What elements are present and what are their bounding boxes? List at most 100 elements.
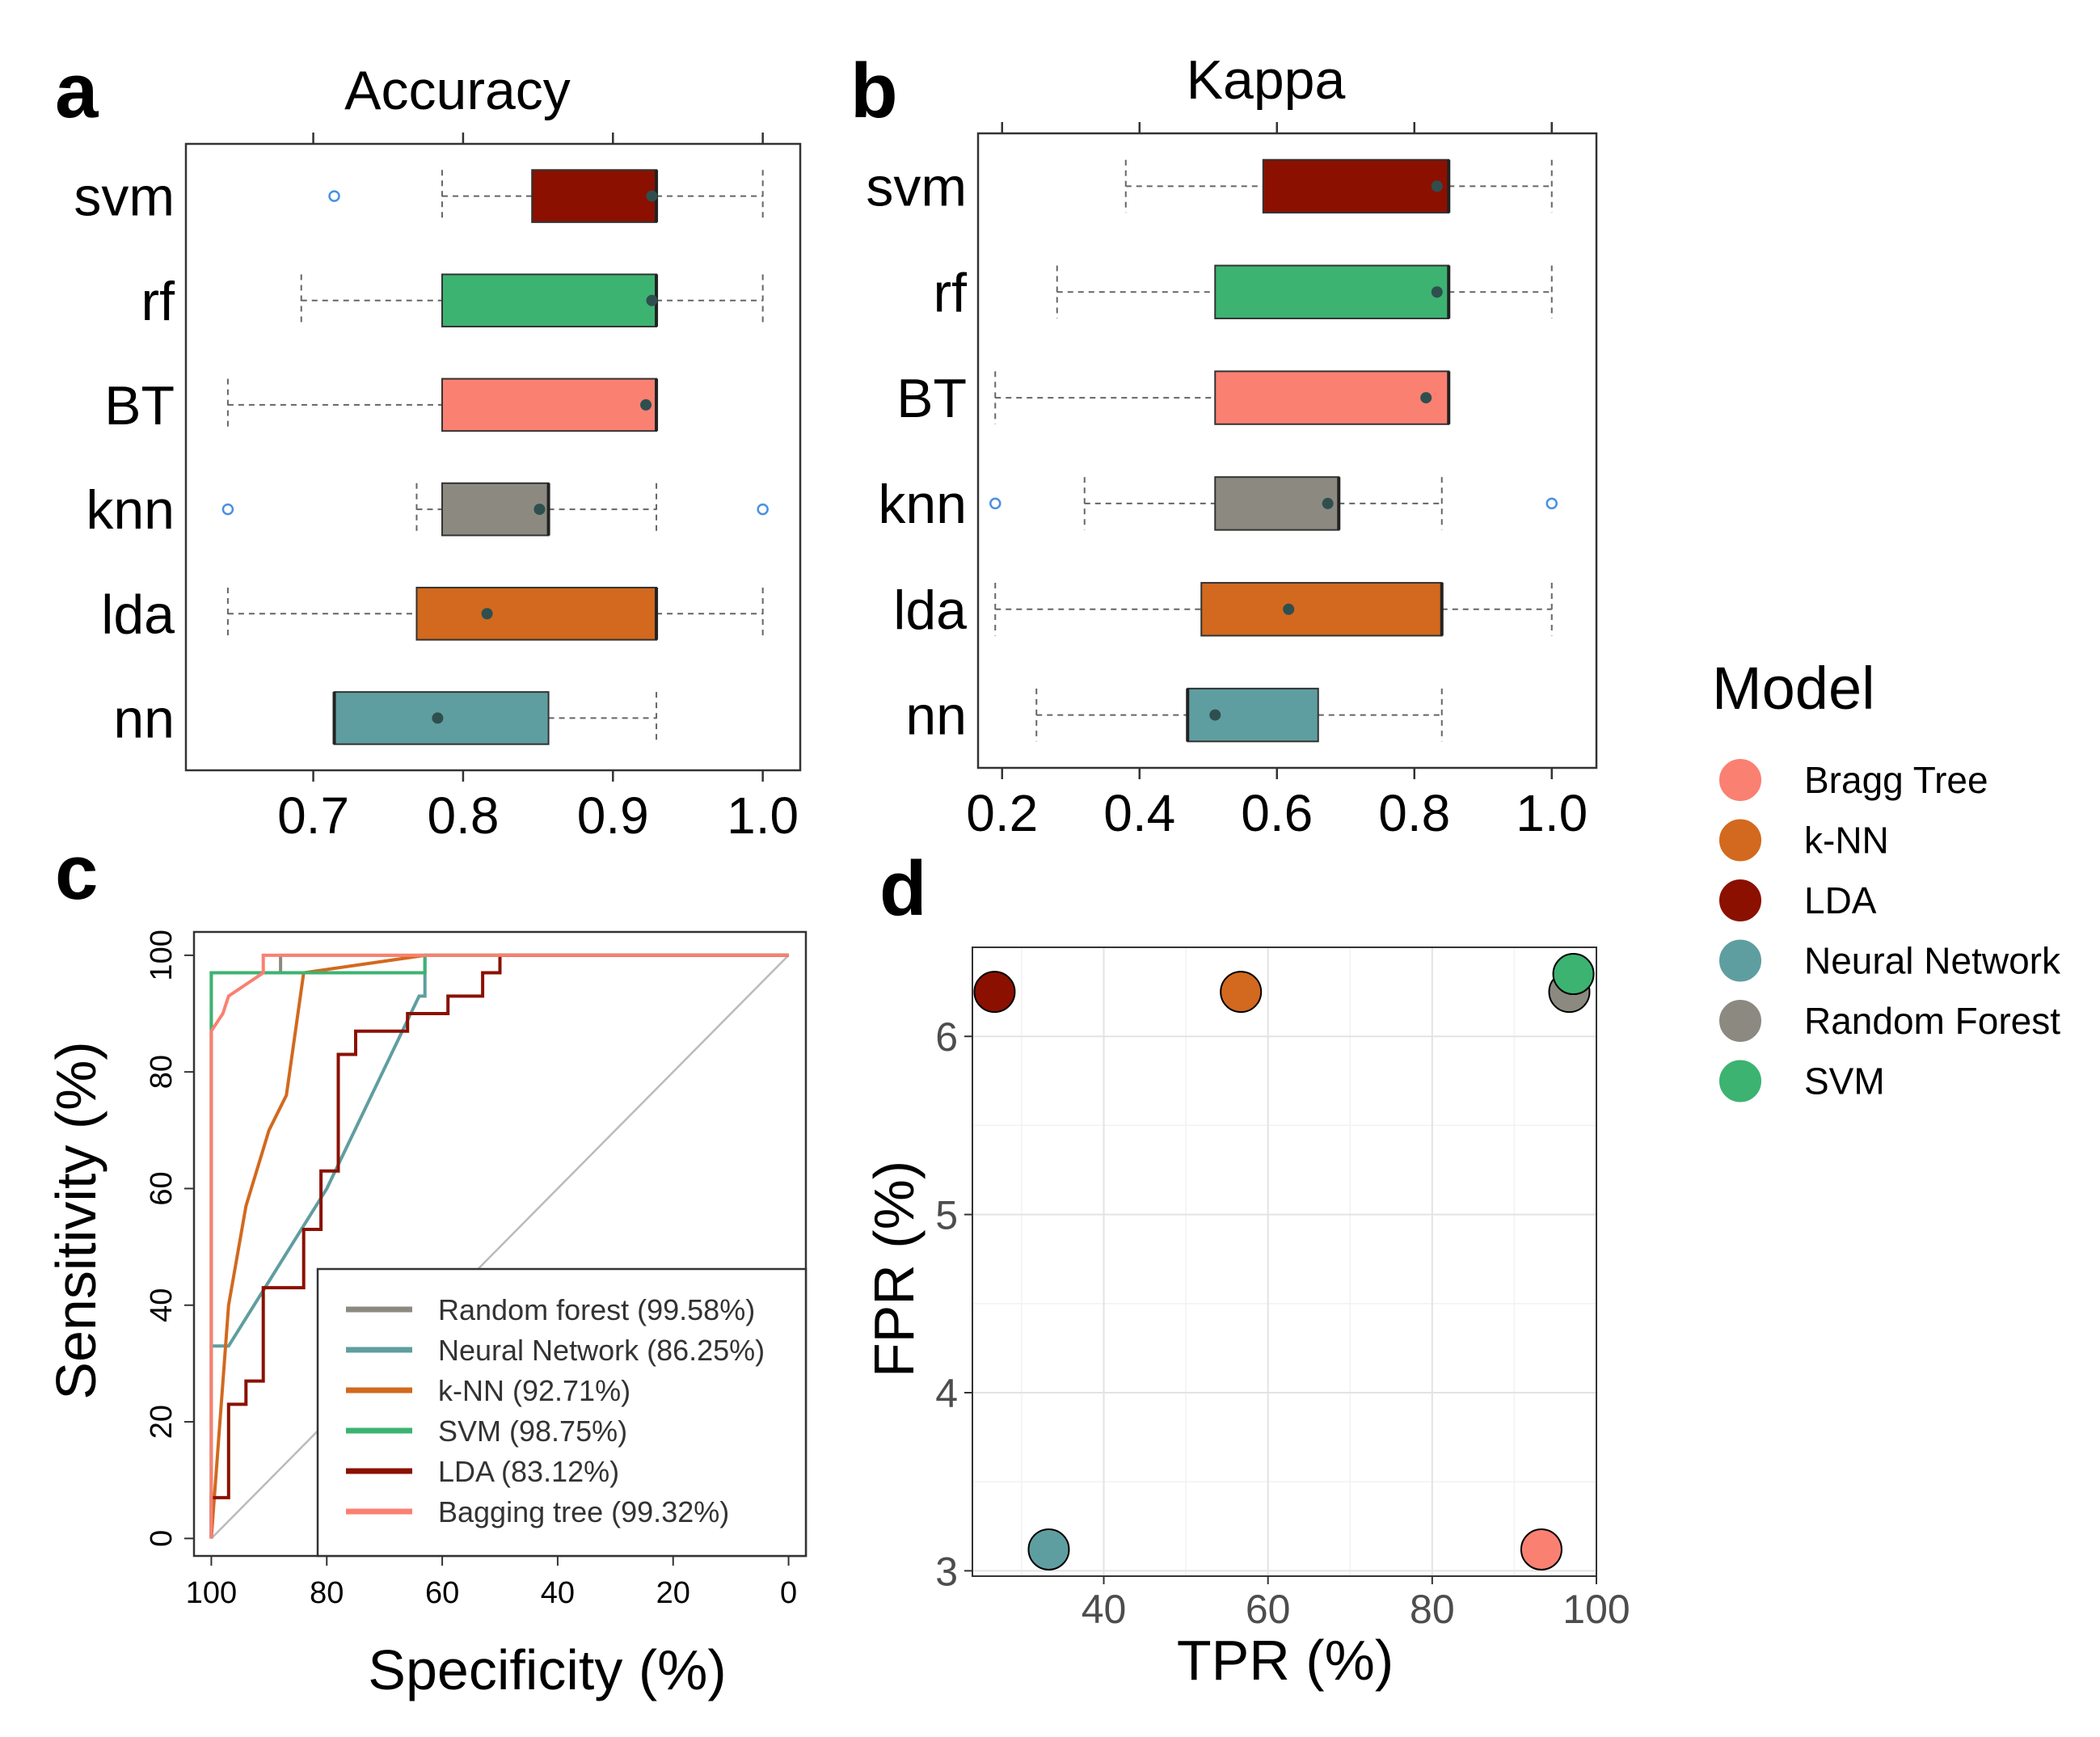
panel-b-mean-point — [1209, 709, 1221, 721]
panel-d-ytick-label: 5 — [935, 1193, 958, 1238]
panel-b-box-BT: BT — [896, 368, 1451, 429]
panel-b-xtick-label: 1.0 — [1516, 784, 1588, 842]
panel-d-xlabel: TPR (%) — [1177, 1629, 1394, 1692]
panel-d-legend: Model Bragg Tree k-NN LDA Neural Network Ran… — [1712, 655, 2061, 1104]
panel-a-box-rect — [441, 377, 658, 432]
panel-d-legend-swatch — [1718, 878, 1763, 923]
panel-b-category-label: rf — [933, 262, 967, 323]
panel-d-tpr-fpr-scatter: 40 60 80 100 3 4 5 6 TPR (%) FPR (%) Model Brag… — [862, 655, 2061, 1692]
panel-a-mean-point — [432, 712, 444, 724]
panel-b-box-rect — [1200, 582, 1443, 637]
panel-b-xtick-label: 0.6 — [1241, 784, 1313, 842]
panel-a-xtick-label: 0.9 — [577, 786, 649, 845]
panel-b-box-nn: nn — [905, 685, 1443, 747]
panel-b-outlier-point — [1545, 497, 1558, 510]
panel-d-legend-label: k-NN — [1804, 820, 1889, 862]
panel-a-category-label: knn — [86, 479, 175, 541]
panel-d-xtick-label: 40 — [1082, 1587, 1127, 1632]
panel-d-xtick-label: 100 — [1562, 1587, 1630, 1632]
panel-b-box-rect — [1187, 687, 1319, 743]
panel-a-mean-point — [481, 608, 493, 620]
panel-d-legend-swatch — [1718, 817, 1763, 863]
panel-c-roc-line — [209, 953, 789, 1539]
panel-b-box-svm: svm — [866, 156, 1553, 217]
panel-d-xtick-label: 60 — [1246, 1587, 1291, 1632]
panel-b-category-label: knn — [878, 474, 967, 535]
panel-b-mean-point — [1283, 603, 1295, 615]
panel-a-category-label: nn — [113, 688, 175, 749]
panel-c-chance-diagonal — [210, 954, 790, 1540]
panel-d-legend-label: LDA — [1804, 879, 1877, 921]
panel-c-xtick-label: 60 — [425, 1576, 459, 1610]
panel-b-category-label: BT — [896, 368, 967, 429]
panel-d-legend-swatch — [1718, 1058, 1763, 1104]
panel-a-mean-point — [646, 190, 658, 202]
panel-a-plot-frame — [184, 142, 802, 772]
panel-b-box-rect — [1214, 476, 1340, 531]
panel-c-ytick-label: 0 — [145, 1530, 179, 1547]
panel-d-ytick-label: 3 — [935, 1549, 958, 1594]
panel-b-mean-point — [1322, 497, 1334, 509]
panel-a-box-svm: svm — [74, 167, 764, 228]
panel-d-legend-title: Model — [1712, 655, 1875, 722]
panel-a-accuracy-boxplot: Accuracy 0.7 0.8 0.9 1.0 svm rf BT knn lda nn — [74, 60, 802, 845]
panel-b-box-knn: knn — [878, 474, 1558, 535]
panel-c-legend-label: Neural Network (86.25%) — [438, 1334, 765, 1367]
panel-d-ylabel: FPR (%) — [862, 1161, 926, 1377]
panel-c-ytick-label: 20 — [145, 1405, 179, 1439]
panel-a-xtick-label: 0.7 — [277, 786, 349, 845]
panel-c-xtick-label: 80 — [310, 1576, 344, 1610]
panel-c-xtick-label: 0 — [780, 1576, 797, 1610]
panel-c-xtick-label: 40 — [541, 1576, 575, 1610]
panel-a-box-nn: nn — [113, 688, 658, 749]
panel-d-scatter-point — [973, 971, 1016, 1014]
panel-d-legend-swatch — [1718, 998, 1763, 1043]
panel-b-mean-point — [1431, 286, 1443, 298]
panel-c-xlabel: Specificity (%) — [368, 1638, 726, 1701]
panel-b-box-rect — [1262, 158, 1450, 214]
panel-d-legend-label: Neural Network — [1804, 940, 2061, 982]
panel-letter-b: b — [850, 48, 898, 134]
panel-a-xtick-label: 1.0 — [727, 786, 799, 845]
panel-letter-c: c — [55, 829, 98, 916]
panel-c-legend-label: Bagging tree (99.32%) — [438, 1495, 729, 1528]
panel-c-ytick-label: 40 — [145, 1288, 179, 1322]
panel-c-legend-box — [316, 1267, 808, 1558]
panel-b-box-rect — [1214, 264, 1450, 319]
panel-letter-a: a — [55, 48, 99, 134]
panel-c-roc-curve: 100 80 60 40 20 0 0 20 40 60 80 100 Specificity (%)… — [44, 930, 808, 1701]
panel-d-scatter-point — [1220, 971, 1263, 1014]
panel-a-title: Accuracy — [344, 60, 571, 121]
panel-d-legend-label: Bragg Tree — [1804, 759, 1988, 801]
panel-a-outlier-point — [757, 503, 769, 516]
panel-b-mean-point — [1420, 392, 1432, 404]
panel-a-mean-point — [533, 504, 546, 516]
panel-a-box-rect — [441, 273, 658, 328]
panel-b-box-rf: rf — [933, 262, 1553, 323]
panel-a-box-rf: rf — [141, 271, 764, 332]
panel-c-legend-label: k-NN (92.71%) — [438, 1374, 630, 1407]
panel-c-xtick-label: 100 — [186, 1576, 237, 1610]
panel-a-category-label: lda — [101, 584, 175, 645]
panel-d-legend-label: SVM — [1804, 1060, 1885, 1102]
panel-c-legend-label: SVM (98.75%) — [438, 1414, 627, 1448]
panel-a-outlier-point — [328, 190, 340, 202]
panel-b-category-label: svm — [866, 156, 967, 217]
panel-b-xtick-label: 0.4 — [1103, 784, 1175, 842]
panel-b-category-label: lda — [893, 580, 967, 641]
panel-a-mean-point — [646, 294, 658, 306]
panel-d-ytick-label: 4 — [935, 1371, 958, 1416]
panel-b-outlier-point — [989, 497, 1002, 510]
panel-a-box-rect — [415, 586, 658, 641]
panel-d-plot-frame — [972, 946, 1597, 1577]
panel-a-box-BT: BT — [104, 375, 659, 436]
panel-d-xtick-label: 80 — [1410, 1587, 1455, 1632]
panel-b-mean-point — [1431, 180, 1443, 192]
panel-b-kappa-boxplot: Kappa 0.2 0.4 0.6 0.8 1.0 svm rf BT knn lda nn — [866, 49, 1598, 842]
panel-d-legend-label: Random Forest — [1804, 1000, 2060, 1042]
panel-a-box-rect — [531, 169, 658, 223]
panel-d-scatter-point — [1520, 1528, 1562, 1570]
panel-a-mean-point — [640, 398, 652, 411]
panel-b-category-label: nn — [905, 685, 967, 747]
